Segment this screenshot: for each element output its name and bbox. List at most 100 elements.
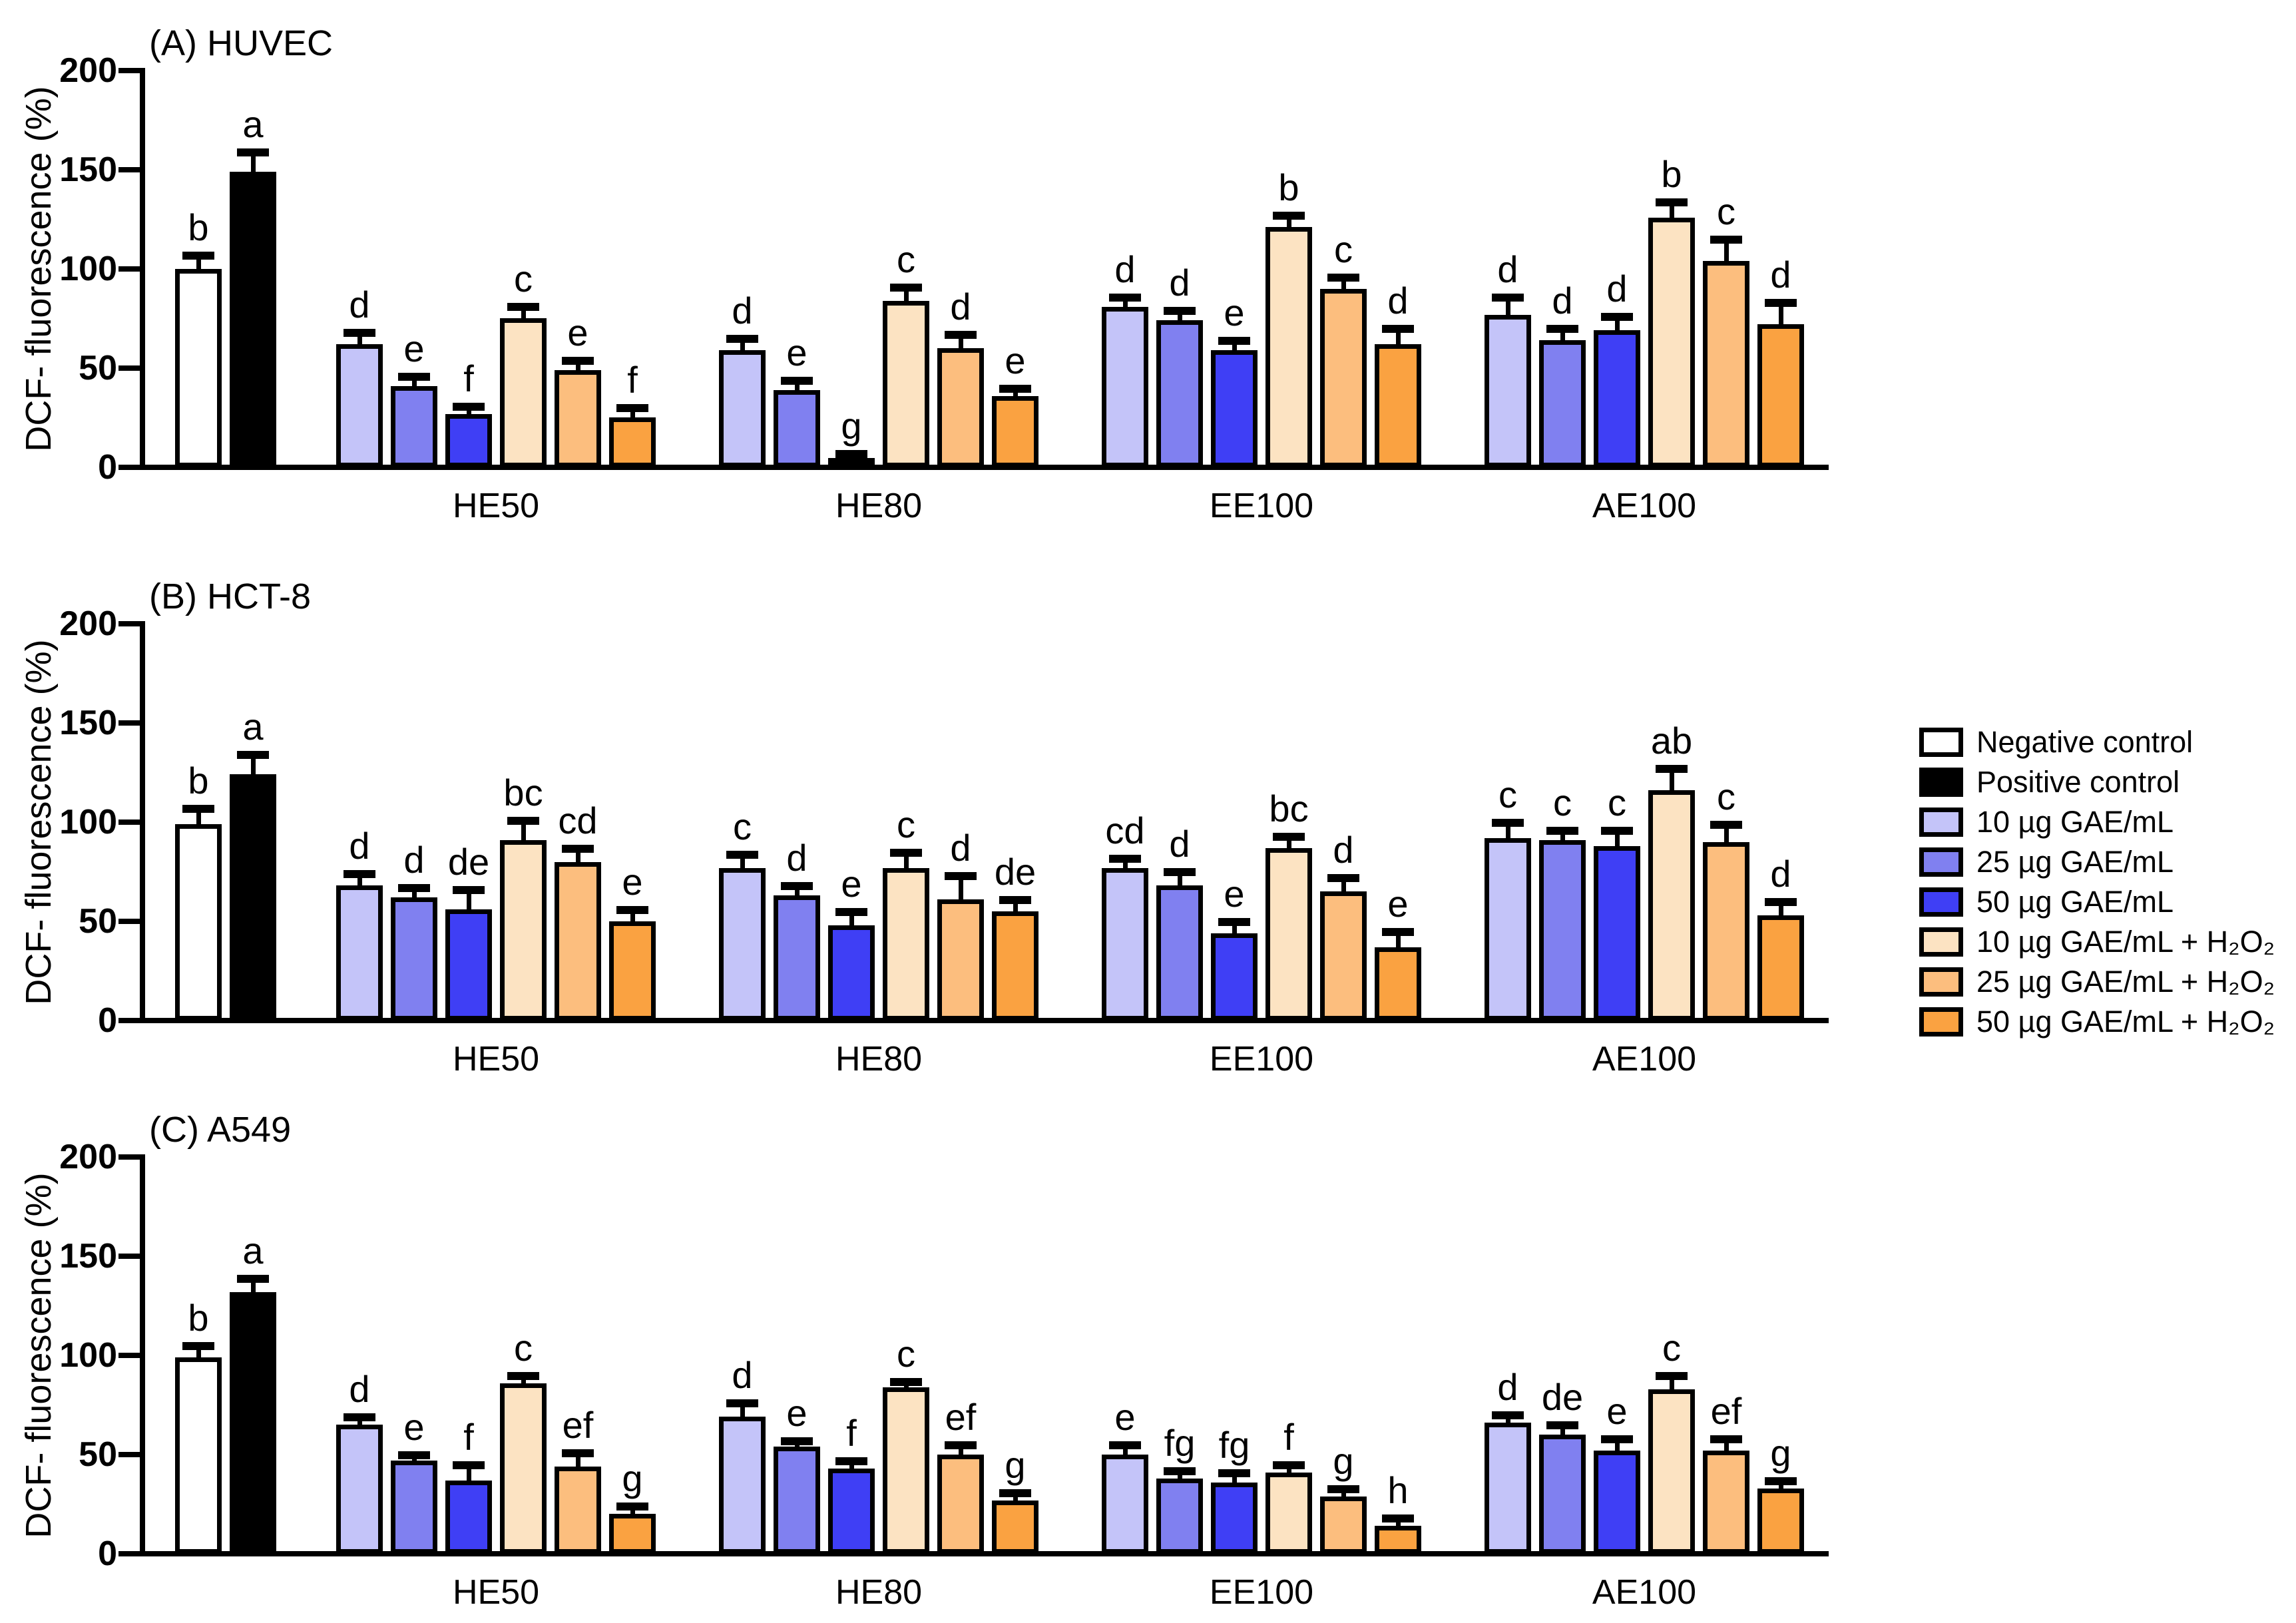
error-bar-stem bbox=[1506, 1415, 1510, 1424]
significance-letter: d bbox=[349, 284, 370, 326]
y-tick-label: 200 bbox=[59, 1138, 117, 1176]
significance-letter: e bbox=[1114, 1396, 1136, 1438]
significance-letter: g bbox=[1770, 1432, 1791, 1474]
bar-group: d bbox=[1485, 1157, 1531, 1554]
significance-letter: d bbox=[950, 827, 971, 869]
bar-group: c bbox=[500, 1157, 547, 1554]
panel-title: (A) HUVEC bbox=[149, 23, 334, 63]
y-tick-label: 50 bbox=[79, 349, 117, 387]
significance-letter: b bbox=[188, 1297, 209, 1339]
significance-letter: cd bbox=[558, 800, 598, 841]
error-bar-stem bbox=[740, 339, 745, 351]
error-bar-cap bbox=[890, 849, 922, 857]
bar bbox=[1648, 1389, 1695, 1554]
error-bar-cap bbox=[945, 872, 977, 880]
bar bbox=[1102, 868, 1148, 1021]
error-bar-stem bbox=[251, 755, 256, 776]
error-bar-cap bbox=[182, 252, 214, 260]
error-bar-cap bbox=[182, 805, 214, 813]
y-tick-label: 100 bbox=[59, 250, 117, 288]
legend-item: 25 µg GAE/mL bbox=[1919, 846, 2275, 878]
y-tick bbox=[118, 621, 140, 626]
bar bbox=[774, 1447, 820, 1554]
significance-letter: b bbox=[1661, 153, 1682, 195]
significance-letter: d bbox=[950, 286, 971, 328]
significance-letter: e bbox=[567, 312, 588, 353]
error-bar-cap bbox=[616, 1503, 648, 1510]
legend-item-label: 10 µg GAE/mL + H₂O₂ bbox=[1976, 925, 2275, 959]
legend-item: 10 µg GAE/mL + H₂O₂ bbox=[1919, 925, 2275, 959]
legend-swatch bbox=[1919, 967, 1963, 997]
bar-group: b bbox=[175, 1157, 222, 1554]
legend-item: 50 µg GAE/mL + H₂O₂ bbox=[1919, 1006, 2275, 1038]
bar-group: c bbox=[883, 1157, 929, 1554]
significance-letter: fg bbox=[1218, 1424, 1250, 1466]
x-axis-group-label: AE100 bbox=[1592, 487, 1697, 525]
error-bar-cap bbox=[1218, 918, 1250, 926]
bar bbox=[555, 370, 601, 467]
bar bbox=[445, 909, 492, 1021]
bar-group: f bbox=[828, 1157, 875, 1554]
significance-letter: e bbox=[403, 328, 425, 369]
error-bar-cap bbox=[344, 1413, 375, 1421]
legend-item-label: 10 µg GAE/mL bbox=[1976, 805, 2174, 839]
error-bar-cap bbox=[1656, 765, 1688, 773]
error-bar-cap bbox=[1273, 1461, 1305, 1469]
error-bar-cap bbox=[1765, 299, 1797, 307]
bar bbox=[500, 840, 547, 1021]
significance-letter: d bbox=[349, 825, 370, 867]
bar-group: ef bbox=[937, 1157, 984, 1554]
bar bbox=[774, 390, 820, 467]
error-bar-stem bbox=[849, 912, 854, 927]
y-axis-line bbox=[140, 621, 145, 1023]
bar bbox=[1265, 848, 1312, 1021]
significance-letter: d bbox=[732, 290, 753, 332]
significance-letter: bc bbox=[503, 772, 543, 813]
bar bbox=[1211, 933, 1258, 1021]
error-bar-cap bbox=[1710, 1435, 1742, 1443]
bar bbox=[1320, 1497, 1367, 1554]
bar bbox=[445, 414, 492, 467]
bar-group: b bbox=[175, 71, 222, 467]
error-bar-cap bbox=[398, 884, 430, 892]
error-bar-stem bbox=[959, 1445, 963, 1456]
bar-group: cd bbox=[555, 624, 601, 1021]
significance-letter: ef bbox=[1710, 1390, 1742, 1432]
significance-letter: c bbox=[897, 1333, 915, 1375]
bar-group: b bbox=[175, 624, 222, 1021]
error-bar-stem bbox=[357, 333, 362, 346]
bar bbox=[500, 1383, 547, 1554]
legend-item-label: 50 µg GAE/mL bbox=[1976, 885, 2174, 919]
error-bar-cap bbox=[1492, 1411, 1524, 1419]
x-axis-line bbox=[140, 465, 1829, 470]
bar bbox=[1320, 891, 1367, 1021]
error-bar-cap bbox=[1218, 1469, 1250, 1477]
error-bar-stem bbox=[412, 888, 417, 899]
y-tick bbox=[118, 1551, 140, 1556]
significance-letter: c bbox=[1334, 228, 1353, 270]
bar bbox=[609, 417, 656, 467]
significance-letter: c bbox=[733, 806, 752, 847]
y-tick bbox=[118, 919, 140, 924]
bar bbox=[445, 1481, 492, 1554]
panel-title: (C) A549 bbox=[149, 1110, 292, 1150]
bar bbox=[1594, 330, 1640, 467]
error-bar-stem bbox=[1670, 1376, 1674, 1391]
bar bbox=[1594, 1451, 1640, 1554]
error-bar-stem bbox=[1287, 1465, 1291, 1474]
error-bar-stem bbox=[959, 335, 963, 349]
error-bar-stem bbox=[251, 1279, 256, 1293]
error-bar-stem bbox=[740, 855, 745, 869]
bar bbox=[828, 1469, 875, 1554]
error-bar-cap bbox=[1327, 874, 1359, 882]
error-bar-cap bbox=[781, 1437, 813, 1445]
error-bar-stem bbox=[467, 1465, 471, 1482]
significance-letter: c bbox=[1717, 190, 1735, 232]
bar-group: c bbox=[883, 624, 929, 1021]
y-tick bbox=[118, 1254, 140, 1259]
significance-letter: a bbox=[242, 103, 264, 145]
bar-group: g bbox=[992, 1157, 1038, 1554]
error-bar-cap bbox=[616, 906, 648, 914]
error-bar-stem bbox=[1724, 825, 1729, 843]
bar bbox=[1156, 320, 1203, 467]
